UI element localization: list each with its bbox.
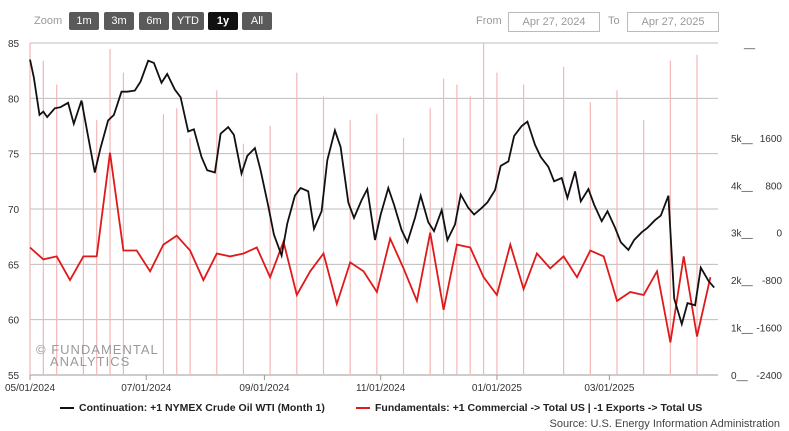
y-right-outer-label: 2k__ xyxy=(731,276,753,287)
watermark-logo: © FUNDAMENTAL ANALYTICS xyxy=(36,342,159,369)
zoom-label: Zoom xyxy=(34,15,63,27)
zoom-1y-button[interactable]: 1y xyxy=(208,12,238,30)
legend: Continuation: +1 NYMEX Crude Oil WTI (Mo… xyxy=(0,402,789,418)
x-tick-label: 03/01/2025 xyxy=(584,383,634,394)
to-label: To xyxy=(608,15,620,27)
y-right-outer-label: 4k__ xyxy=(731,181,753,192)
price-line xyxy=(29,59,715,328)
y-axis-left: 55 60 65 70 75 80 85 xyxy=(8,39,20,382)
legend-swatch-fundamentals xyxy=(356,407,370,410)
y-left-tick-label: 65 xyxy=(8,260,20,271)
x-tick-label: 07/01/2024 xyxy=(121,383,171,394)
legend-item-fundamentals[interactable]: Fundamentals: +1 Commercial -> Total US … xyxy=(356,402,702,414)
y-right-inner-label: 800 xyxy=(765,181,782,192)
y-left-tick-label: 70 xyxy=(8,205,20,216)
chart-toolbar: Zoom 1m 3m 6m YTD 1y All From Apr 27, 20… xyxy=(0,10,789,34)
x-tick-label: 09/01/2024 xyxy=(239,383,289,394)
fundamentals-line xyxy=(29,152,712,343)
grid-lines xyxy=(30,42,718,376)
zoom-6m-button[interactable]: 6m xyxy=(139,12,169,30)
x-tick-label: 01/01/2025 xyxy=(472,383,522,394)
x-tick-label: 05/01/2024 xyxy=(5,383,55,394)
y-right-outer-label: 3k__ xyxy=(731,229,753,240)
x-axis-ticks: 05/01/2024 07/01/2024 09/01/2024 11/01/2024… xyxy=(5,375,635,394)
zoom-3m-button[interactable]: 3m xyxy=(104,12,134,30)
y-right-inner-label: -2400 xyxy=(756,371,782,382)
y-right-outer-label: 1k__ xyxy=(731,324,753,335)
y-left-tick-label: 55 xyxy=(8,371,20,382)
y-left-tick-label: 80 xyxy=(8,94,20,105)
y-left-tick-label: 85 xyxy=(8,39,20,50)
y-left-tick-label: 75 xyxy=(8,150,20,161)
source-note: Source: U.S. Energy Information Administ… xyxy=(549,418,781,430)
x-tick-label: 11/01/2024 xyxy=(356,383,406,394)
y-left-tick-label: 60 xyxy=(8,316,20,327)
to-date-input[interactable]: Apr 27, 2025 xyxy=(627,12,719,32)
legend-swatch-price xyxy=(60,407,74,410)
zoom-ytd-button[interactable]: YTD xyxy=(172,12,204,30)
y-axis-right: 0__ -2400 1k__ -1600 2k__ -800 3k__ 0 4k__ 800 5k_… xyxy=(731,39,782,382)
y-right-outer-label: 5k__ xyxy=(731,134,753,145)
zoom-1m-button[interactable]: 1m xyxy=(69,12,99,30)
legend-item-price[interactable]: Continuation: +1 NYMEX Crude Oil WTI (Mo… xyxy=(60,402,325,414)
from-label: From xyxy=(476,15,502,27)
from-date-input[interactable]: Apr 27, 2024 xyxy=(508,12,600,32)
y-right-inner-label: 1600 xyxy=(760,134,783,145)
zoom-all-button[interactable]: All xyxy=(242,12,272,30)
y-right-top-mark: __ xyxy=(743,39,756,50)
y-right-outer-label: 0__ xyxy=(731,371,748,382)
y-right-inner-label: -800 xyxy=(762,276,782,287)
chart-canvas: 05/01/2024 07/01/2024 09/01/2024 11/01/2024… xyxy=(5,39,782,394)
y-right-inner-label: 0 xyxy=(776,229,782,240)
y-right-inner-label: -1600 xyxy=(756,324,782,335)
